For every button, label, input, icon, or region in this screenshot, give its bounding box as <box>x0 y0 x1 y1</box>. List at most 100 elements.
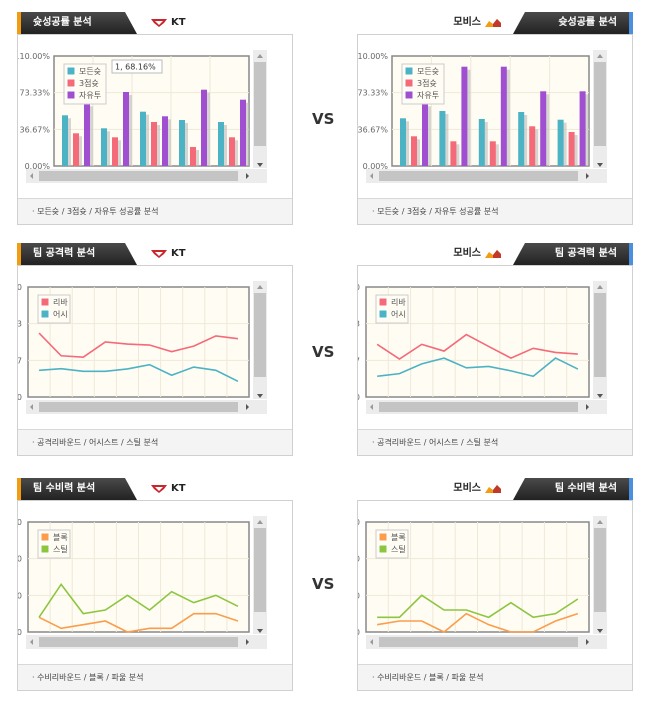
scroll-right-icon[interactable] <box>586 639 589 645</box>
y-tick-label: 30 <box>358 518 360 527</box>
scroll-down-icon[interactable] <box>597 629 603 633</box>
y-tick-label: 110.00% <box>358 52 388 61</box>
scroll-down-icon[interactable] <box>257 394 263 398</box>
panel-def-right: 팀 수비력 분석 모비스 · 수비리바운드 / 블록 / 파울 분석 0 10 20 3… <box>357 478 633 691</box>
team-logo-icon <box>151 19 167 27</box>
bar-모든슛 <box>101 128 107 166</box>
horizontal-scroll-thumb[interactable] <box>39 402 238 412</box>
chart-footer: · 모든슛 / 3점슛 / 자유투 성공률 분석 <box>18 198 292 224</box>
chart-footer: · 공격리바운드 / 어시스트 / 스틸 분석 <box>18 429 292 455</box>
scroll-up-icon[interactable] <box>257 285 263 289</box>
bar-3점슛 <box>450 141 457 166</box>
bar-자유투 <box>422 103 428 166</box>
y-tick-label: 53 <box>18 320 22 329</box>
scroll-up-icon[interactable] <box>257 520 263 524</box>
panel-title: 팀 수비력 분석 <box>17 478 137 500</box>
vs-label: VS <box>312 575 335 593</box>
legend-label: 3점슛 <box>79 78 99 88</box>
bar-3점슛 <box>151 122 157 166</box>
vertical-scroll-thumb[interactable] <box>594 293 606 377</box>
series-line-블록 <box>38 612 239 633</box>
bar-3점슛 <box>112 137 118 166</box>
horizontal-scroll-thumb[interactable] <box>379 637 578 647</box>
vertical-scroll-thumb[interactable] <box>594 62 606 146</box>
y-tick-label: 10 <box>18 591 22 600</box>
scroll-left-icon[interactable] <box>30 173 33 179</box>
bar-모든슛 <box>557 119 564 166</box>
legend-swatch <box>40 309 50 319</box>
scroll-down-icon[interactable] <box>597 163 603 167</box>
scroll-right-icon[interactable] <box>246 639 249 645</box>
legend-swatch <box>404 90 414 100</box>
bar-자유투 <box>201 89 207 166</box>
bar-모든슛 <box>400 118 406 166</box>
team-logo-icon <box>151 250 167 258</box>
scroll-left-icon[interactable] <box>370 173 373 179</box>
vertical-scroll-thumb[interactable] <box>254 528 266 612</box>
bar-shadow <box>521 115 528 166</box>
chart-box: · 모든슛 / 3점슛 / 자유투 성공률 분석 0.00% 36.67% 73.33… <box>17 34 293 225</box>
horizontal-scroll-thumb[interactable] <box>379 171 578 181</box>
legend-label: 자유투 <box>417 91 439 100</box>
scroll-down-icon[interactable] <box>597 394 603 398</box>
legend-label: 모든슛 <box>79 67 101 76</box>
scroll-right-icon[interactable] <box>586 173 589 179</box>
y-tick-label: 20 <box>18 555 22 564</box>
bar-모든슛 <box>478 119 485 166</box>
y-tick-label: 73.33% <box>358 89 388 98</box>
vertical-scroll-thumb[interactable] <box>254 293 266 377</box>
scroll-left-icon[interactable] <box>30 639 33 645</box>
panel-header: 팀 공격력 분석 KT <box>17 243 293 265</box>
panel-title: 팀 수비력 분석 <box>513 478 633 500</box>
chart-footer: · 수비리바운드 / 블록 / 파울 분석 <box>358 664 632 690</box>
tooltip-text: 1, 68.16% <box>115 63 156 72</box>
legend-swatch <box>404 66 414 76</box>
scroll-left-icon[interactable] <box>370 404 373 410</box>
series-line-스틸 <box>377 594 579 619</box>
team-label: 모비스 <box>453 12 501 34</box>
panel-title: 팀 공격력 분석 <box>513 243 633 265</box>
series-line-블록 <box>377 612 579 633</box>
vertical-scroll-thumb[interactable] <box>254 62 266 146</box>
legend-label: 스틸 <box>53 544 68 554</box>
scroll-up-icon[interactable] <box>597 520 603 524</box>
y-tick-label: 36.67% <box>358 125 388 134</box>
panel-def-left: 팀 수비력 분석 KT · 수비리바운드 / 블록 / 파울 분석 0 10 20 30… <box>17 478 293 691</box>
scroll-down-icon[interactable] <box>257 629 263 633</box>
scroll-right-icon[interactable] <box>246 173 249 179</box>
legend-label: 스틸 <box>391 544 406 554</box>
legend-swatch <box>66 90 76 100</box>
panel-header: 슛성공률 분석 모비스 <box>357 12 633 34</box>
y-tick-label: 27 <box>18 356 22 365</box>
y-tick-label: 0.00% <box>363 162 389 171</box>
vs-label: VS <box>312 343 335 361</box>
y-tick-label: 80 <box>18 283 22 292</box>
scroll-right-icon[interactable] <box>246 404 249 410</box>
scroll-up-icon[interactable] <box>257 54 263 58</box>
panel-atk-left: 팀 공격력 분석 KT · 공격리바운드 / 어시스트 / 스틸 분석 0 27 53… <box>17 243 293 456</box>
horizontal-scroll-thumb[interactable] <box>379 402 578 412</box>
vertical-scroll-thumb[interactable] <box>594 528 606 612</box>
scroll-right-icon[interactable] <box>586 404 589 410</box>
legend-label: 어시 <box>391 309 406 319</box>
bar-자유투 <box>240 99 246 166</box>
bar-모든슛 <box>218 122 224 166</box>
bar-모든슛 <box>62 115 68 166</box>
scroll-left-icon[interactable] <box>30 404 33 410</box>
horizontal-scroll-thumb[interactable] <box>39 171 238 181</box>
scroll-up-icon[interactable] <box>597 285 603 289</box>
team-name: KT <box>171 17 186 28</box>
legend-swatch <box>404 78 414 88</box>
horizontal-scroll-thumb[interactable] <box>39 637 238 647</box>
scroll-left-icon[interactable] <box>370 639 373 645</box>
scroll-up-icon[interactable] <box>597 54 603 58</box>
y-tick-label: 0 <box>358 628 360 637</box>
bar-모든슛 <box>439 111 446 166</box>
scroll-down-icon[interactable] <box>257 163 263 167</box>
